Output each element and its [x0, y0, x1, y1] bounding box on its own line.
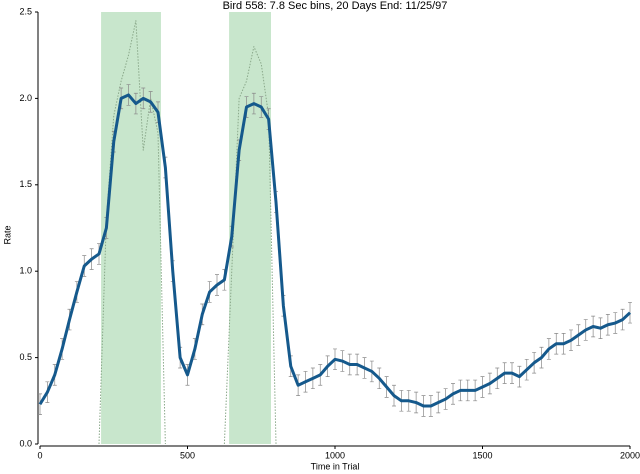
y-tick-label: 2.5 — [19, 6, 32, 16]
chart-title: Bird 558: 7.8 Sec bins, 20 Days End: 11/… — [223, 0, 448, 12]
y-tick-label: 0.5 — [19, 352, 32, 362]
x-tick-label: 1500 — [472, 450, 492, 460]
y-tick-label: 2.0 — [19, 93, 32, 103]
y-tick-label: 1.0 — [19, 266, 32, 276]
x-axis-label: Time in Trial — [311, 461, 360, 471]
mean-line — [38, 93, 632, 408]
shaded-region — [101, 12, 161, 444]
y-tick-label: 1.5 — [19, 179, 32, 189]
shaded-region — [229, 12, 271, 444]
y-tick-label: 0.0 — [19, 438, 32, 448]
x-tick-label: 500 — [180, 450, 195, 460]
x-tick-label: 2000 — [620, 450, 640, 460]
y-axis-label: Rate — [2, 225, 12, 244]
x-tick-label: 1000 — [325, 450, 345, 460]
x-tick-label: 0 — [37, 450, 42, 460]
